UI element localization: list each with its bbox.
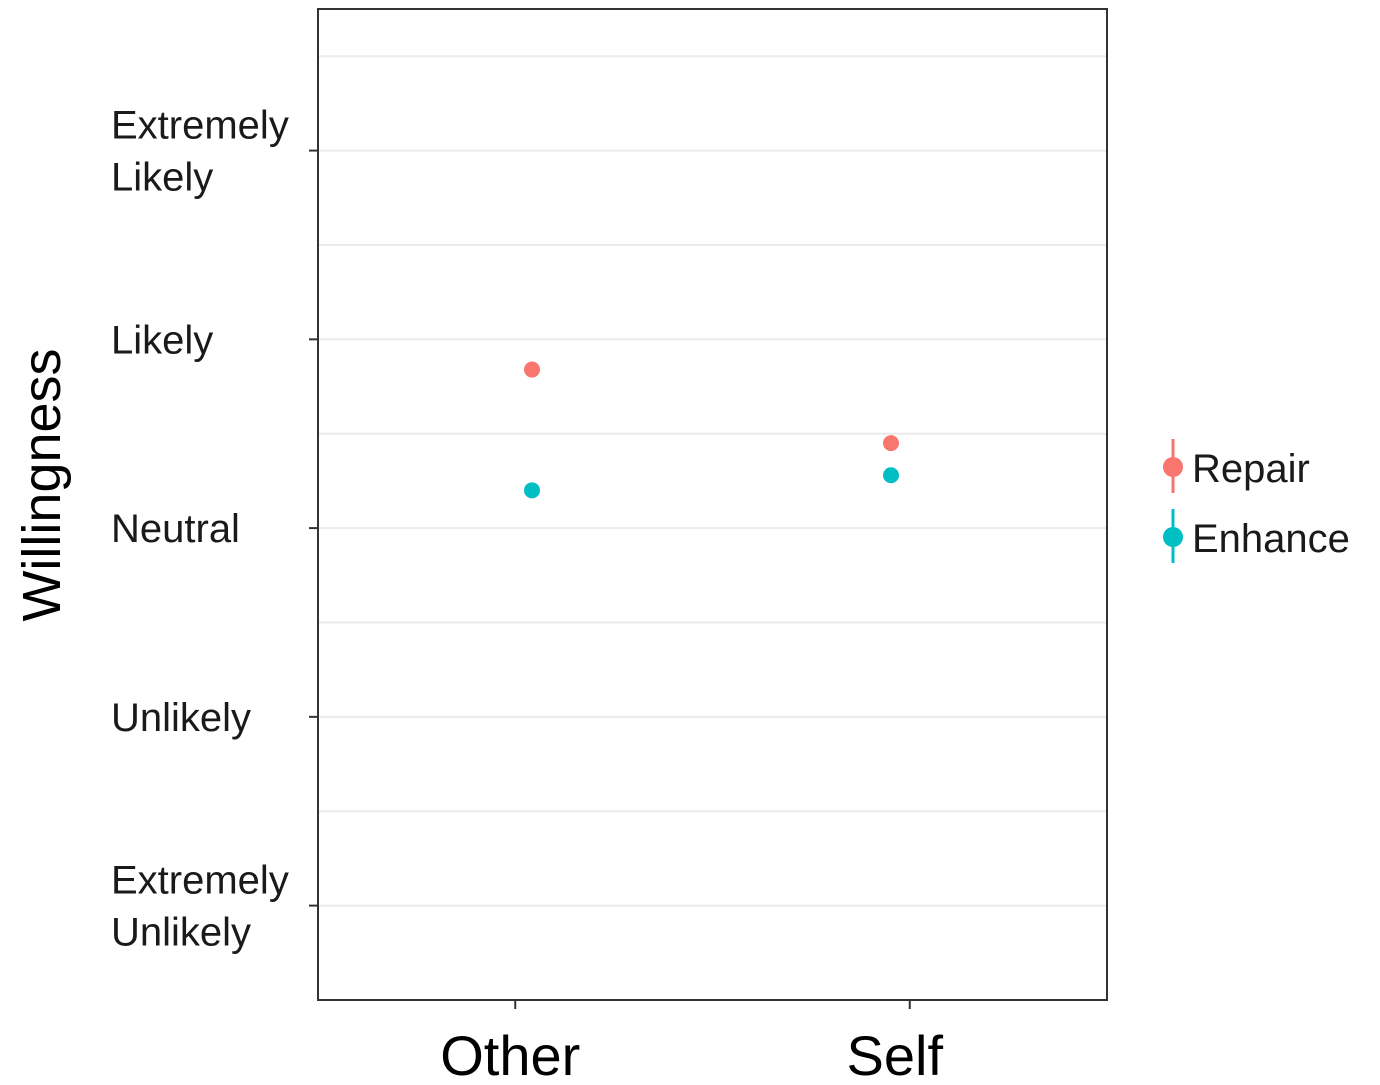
- y-axis-title: Willingness: [12, 348, 72, 621]
- x-tick-label: Self: [847, 1024, 944, 1085]
- data-point: [524, 482, 540, 499]
- legend-key-point: [1163, 527, 1183, 547]
- y-tick-label: Likely: [111, 318, 213, 362]
- plot-panel: [317, 8, 1108, 1001]
- y-tick-label: Unlikely: [111, 696, 251, 740]
- y-axis: Extremely Unlikely Unlikely Neutral Likely Ex…: [111, 104, 318, 955]
- x-axis: Other Self: [440, 1000, 943, 1085]
- legend: Repair Enhance: [1163, 439, 1350, 563]
- legend-label: Enhance: [1192, 517, 1350, 561]
- y-tick-label: Extremely: [111, 859, 289, 903]
- legend-key-point: [1163, 457, 1183, 477]
- y-tick-label: Unlikely: [111, 911, 251, 955]
- y-tick-label: Extremely: [111, 104, 289, 148]
- data-point: [524, 361, 540, 378]
- y-tick-label: Likely: [111, 156, 213, 200]
- x-tick-label: Other: [440, 1024, 580, 1085]
- data-point: [883, 467, 899, 484]
- data-points: [524, 361, 899, 499]
- legend-label: Repair: [1192, 447, 1310, 491]
- data-point: [883, 435, 899, 452]
- grid-lines: [318, 55, 1107, 907]
- y-tick-label: Neutral: [111, 507, 240, 551]
